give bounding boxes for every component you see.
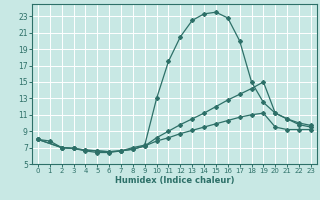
X-axis label: Humidex (Indice chaleur): Humidex (Indice chaleur) (115, 176, 234, 185)
